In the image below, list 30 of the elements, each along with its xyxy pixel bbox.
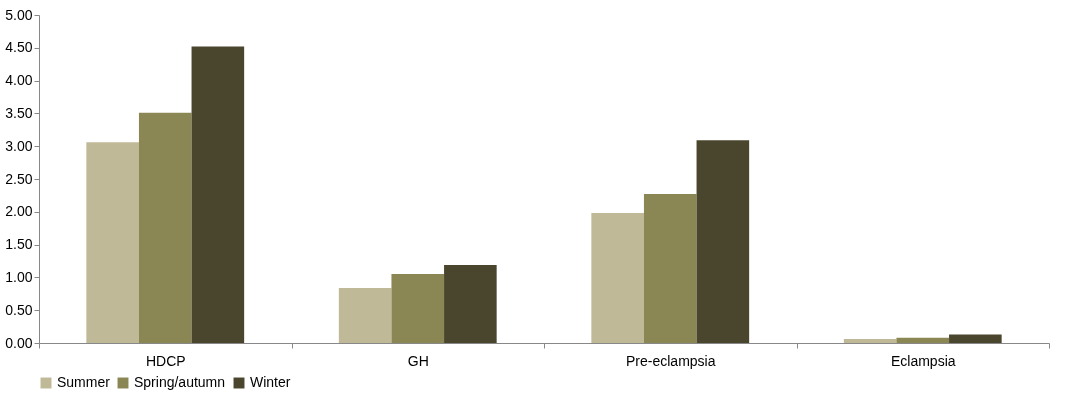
legend-label: Winter xyxy=(250,374,291,390)
y-tick-label: 0.00 xyxy=(5,334,33,351)
x-tick-label: Pre-eclampsia xyxy=(626,352,716,369)
y-tick-label: 3.00 xyxy=(5,137,33,154)
bar xyxy=(138,112,192,343)
bar xyxy=(444,264,497,343)
legend-label: Summer xyxy=(57,374,111,390)
y-tick-label: 5.00 xyxy=(5,6,33,23)
y-tick-label: 1.50 xyxy=(5,236,33,253)
bar xyxy=(591,213,644,343)
legend-label: Spring/autumn xyxy=(134,374,226,390)
y-tick-label: 3.50 xyxy=(5,104,33,121)
y-tick-label: 4.50 xyxy=(5,39,33,56)
y-tick-label: 4.00 xyxy=(5,72,33,89)
bar xyxy=(643,194,697,343)
y-tick-label: 2.50 xyxy=(5,170,33,187)
bar xyxy=(391,274,445,343)
bar xyxy=(843,339,897,343)
bar xyxy=(338,287,392,343)
x-tick-label: HDCP xyxy=(145,352,186,369)
bar xyxy=(696,140,750,343)
y-tick-label: 0.50 xyxy=(5,301,33,318)
y-tick-label: 1.00 xyxy=(5,268,33,285)
bar xyxy=(86,142,139,343)
bar xyxy=(896,337,950,343)
x-tick-label: Eclampsia xyxy=(890,352,956,369)
x-tick-label: GH xyxy=(407,352,429,369)
bar xyxy=(949,334,1002,343)
y-tick-label: 2.00 xyxy=(5,203,33,220)
bar xyxy=(191,46,245,343)
